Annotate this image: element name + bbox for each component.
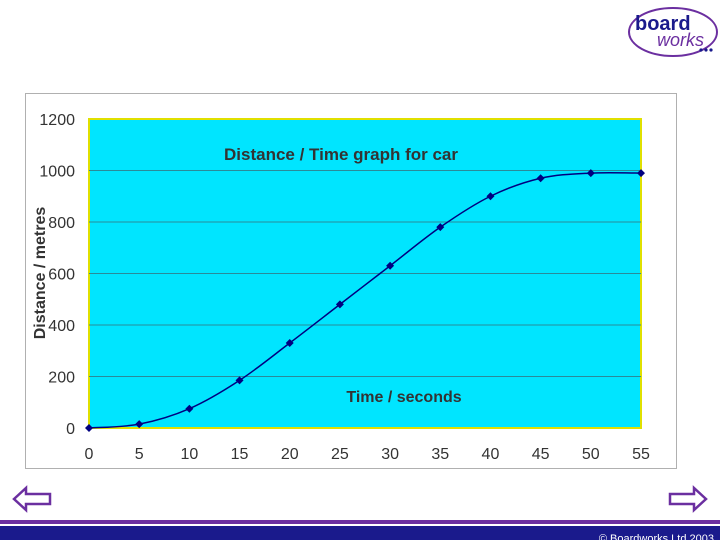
gridlines <box>89 170 641 377</box>
y-tick-label: 600 <box>48 267 75 284</box>
x-tick-label: 55 <box>632 446 650 463</box>
logo-text-board: board <box>635 13 691 35</box>
left-arrow-icon <box>12 485 52 513</box>
next-slide-button[interactable] <box>668 485 708 513</box>
y-tick-labels: 0 200 400 600 800 1000 1200 <box>39 112 75 438</box>
data-point <box>335 300 344 309</box>
data-point <box>185 404 194 413</box>
data-point <box>486 192 495 201</box>
x-tick-label: 25 <box>331 446 349 463</box>
x-tick-labels: 0 5 10 15 20 25 30 35 40 45 50 55 <box>85 446 650 463</box>
data-point <box>386 261 395 270</box>
data-point <box>85 424 93 432</box>
y-axis-label: Distance / metres <box>32 207 49 340</box>
chart-title: Distance / Time graph for car <box>224 145 458 164</box>
x-tick-label: 35 <box>431 446 449 463</box>
data-point <box>285 339 294 348</box>
y-tick-label: 400 <box>48 318 75 335</box>
copyright-text: © Boardworks Ltd 2003 <box>598 533 714 545</box>
footer-band: © Boardworks Ltd 2003 <box>0 526 720 545</box>
x-tick-label: 40 <box>482 446 500 463</box>
boardworks-logo: board works <box>628 7 718 57</box>
right-arrow-icon <box>668 485 708 513</box>
x-tick-label: 50 <box>582 446 600 463</box>
y-tick-label: 1000 <box>39 164 75 181</box>
x-tick-label: 15 <box>231 446 249 463</box>
y-tick-label: 200 <box>48 370 75 387</box>
previous-slide-button[interactable] <box>12 485 52 513</box>
series-line <box>88 171 642 429</box>
x-axis-label: Time / seconds <box>346 389 461 406</box>
data-point <box>436 223 445 232</box>
distance-time-chart: 0 200 400 600 800 1000 1200 0 5 10 15 20 25 30 35 40 45… <box>32 112 650 463</box>
chart-frame: 0 200 400 600 800 1000 1200 0 5 10 15 20 25 30 35 40 45… <box>25 93 677 469</box>
footer-bar: © Boardworks Ltd 2003 <box>0 520 720 545</box>
x-tick-label: 0 <box>85 446 94 463</box>
data-points <box>85 169 645 432</box>
data-point <box>235 376 244 385</box>
x-tick-label: 30 <box>381 446 399 463</box>
y-tick-label: 0 <box>66 421 75 438</box>
data-point <box>637 169 645 178</box>
footer-stripe <box>0 520 720 524</box>
x-tick-label: 10 <box>180 446 198 463</box>
data-point <box>586 169 595 178</box>
x-tick-label: 20 <box>281 446 299 463</box>
y-tick-label: 800 <box>48 215 75 232</box>
data-point <box>135 420 144 429</box>
data-point <box>536 174 545 183</box>
y-tick-label: 1200 <box>39 112 75 129</box>
x-tick-label: 5 <box>135 446 144 463</box>
logo-text-works: works <box>657 30 704 50</box>
x-tick-label: 45 <box>532 446 550 463</box>
